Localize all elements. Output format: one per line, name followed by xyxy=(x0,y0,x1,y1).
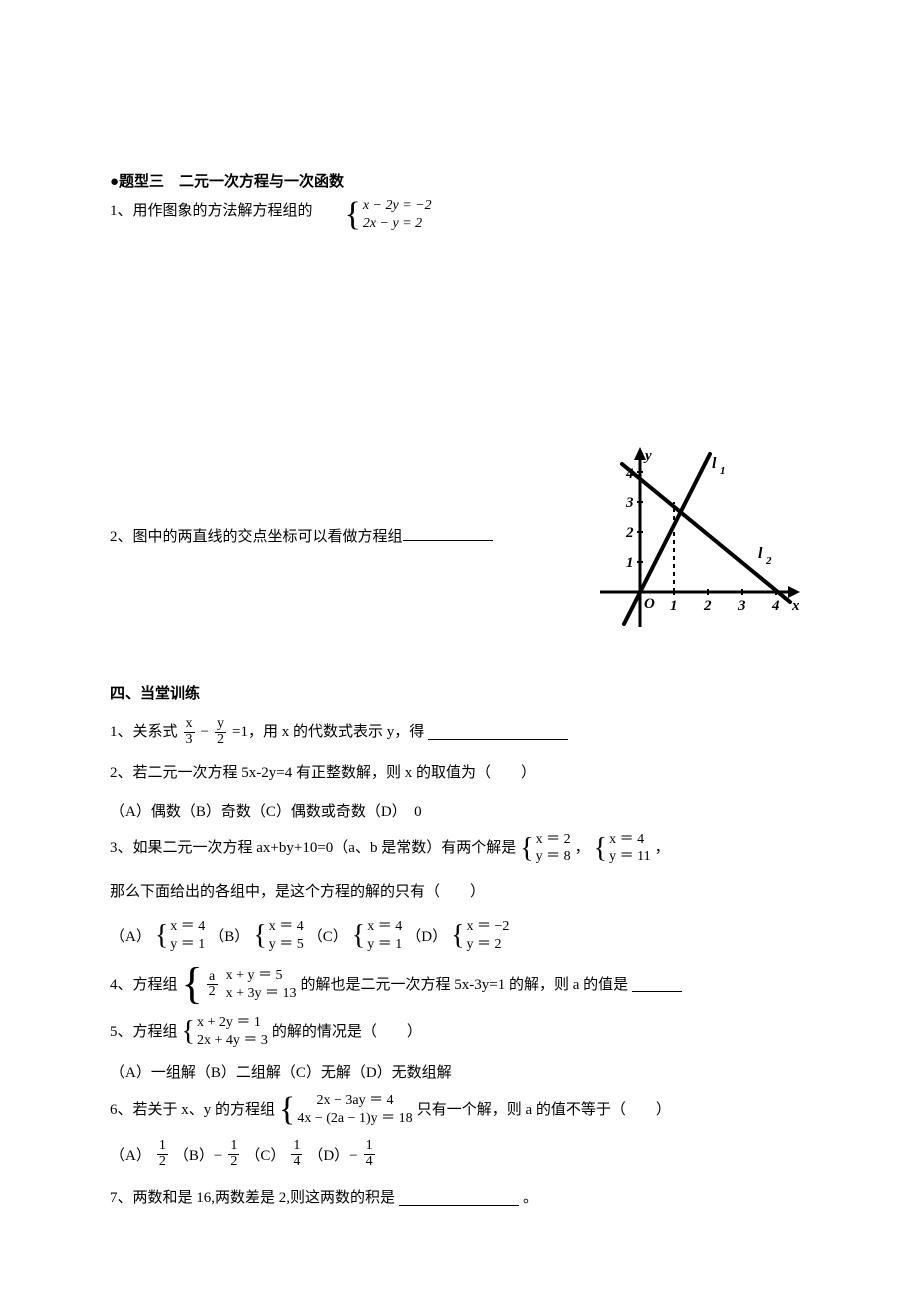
s4-q4-prefix: 4、方程组 xyxy=(110,971,178,1000)
s4-q3-sol1: { x ＝ 2 y ＝ 8 xyxy=(520,831,570,866)
s4-q5-opts: （A）一组解（B）二组解（C）无解（D）无数组解 xyxy=(110,1061,810,1082)
svg-text:2: 2 xyxy=(765,555,772,567)
s4-q3: 3、如果二元一次方程 ax+by+10=0（a、b 是常数）有两个解是 { x … xyxy=(110,831,810,866)
comma: ， xyxy=(575,832,590,865)
s4-q2-opts: （A）偶数（B）奇数（C）偶数或奇数（D） 0 xyxy=(110,800,810,821)
s3-q1-system: { x − 2y = −2 2x − y = 2 xyxy=(345,197,432,232)
s4-q5: 5、方程组 { x + 2y ＝ 1 2x + 4y ＝ 3 的解的情况是（ ） xyxy=(110,1014,810,1049)
brace-left-icon: { xyxy=(520,839,533,859)
brace-left-icon: { xyxy=(352,926,365,946)
s3-q1-eq1: x − 2y = −2 xyxy=(363,197,432,215)
brace-left-icon: { xyxy=(594,839,607,859)
s4-q3-sol2: { x ＝ 4 y ＝ 11 xyxy=(594,831,651,866)
s4-q5-sys: { x + 2y ＝ 1 2x + 4y ＝ 3 xyxy=(182,1014,268,1049)
s4-q2-text: 2、若二元一次方程 5x-2y=4 有正整数解，则 x 的取值为（ ） xyxy=(110,765,536,781)
s4-q7-text: 7、两数和是 16,两数差是 2,则这两数的积是 xyxy=(110,1184,395,1213)
s4-q6-opts: （A） 12 （B）− 12 （C） 14 （D）− 14 xyxy=(110,1139,810,1169)
s4-q6-prefix: 6、若关于 x、y 的方程组 xyxy=(110,1096,275,1125)
s4-q7: 7、两数和是 16,两数差是 2,则这两数的积是 。 xyxy=(110,1184,810,1213)
svg-text:2: 2 xyxy=(703,598,712,614)
s4-q4-sys: { a 2 x + y ＝ 5 x + 3y ＝ 13 xyxy=(182,967,297,1002)
s4-q1: 1、关系式 x 3 − y 2 =1，用 x 的代数式表示 y，得 xyxy=(110,717,810,747)
svg-text:1: 1 xyxy=(670,598,678,614)
brace-left-icon: { xyxy=(345,203,361,227)
s3-q2-graph: 1 2 3 4 1 2 3 4 O x y l1 l2 xyxy=(590,442,810,632)
comma: ， xyxy=(655,832,670,865)
blank-field xyxy=(632,977,682,992)
section-3-title: ●题型三 二元一次方程与一次函数 xyxy=(110,170,810,191)
s4-q3-line2: 那么下面给出的各组中，是这个方程的解的只有（ ） xyxy=(110,878,810,907)
s3-q1-text: 1、用作图象的方法解方程组的 xyxy=(110,197,313,226)
s4-q6: 6、若关于 x、y 的方程组 { 2x − 3ay ＝ 4 4x − (2a −… xyxy=(110,1092,810,1127)
frac-a-2: a 2 xyxy=(207,970,218,1000)
minus-sign: − xyxy=(201,718,209,747)
s4-q2: 2、若二元一次方程 5x-2y=4 有正整数解，则 x 的取值为（ ） xyxy=(110,759,810,788)
frac-x-3: x 3 xyxy=(184,717,195,747)
svg-text:O: O xyxy=(644,596,655,612)
blank-field xyxy=(399,1191,519,1206)
blank-field xyxy=(403,526,493,541)
s4-q6-sys: { 2x − 3ay ＝ 4 4x − (2a − 1)y ＝ 18 xyxy=(279,1092,413,1127)
s3-q1: 1、用作图象的方法解方程组的 { x − 2y = −2 2x − y = 2 xyxy=(110,197,810,232)
brace-left-icon: { xyxy=(182,1022,195,1042)
blank-field xyxy=(428,725,568,740)
brace-left-icon: { xyxy=(451,926,464,946)
svg-text:y: y xyxy=(643,448,652,464)
svg-text:l: l xyxy=(712,455,717,472)
s3-q1-eq2: 2x − y = 2 xyxy=(363,215,432,233)
s3-q2-text: 2、图中的两直线的交点坐标可以看做方程组 xyxy=(110,529,403,545)
section-4-title: 四、当堂训练 xyxy=(110,682,810,703)
svg-text:1: 1 xyxy=(626,555,634,571)
s4-q1-prefix: 1、关系式 xyxy=(110,718,178,747)
svg-text:l: l xyxy=(758,545,763,562)
s4-q5-suffix: 的解的情况是（ ） xyxy=(272,1018,422,1047)
brace-left-icon: { xyxy=(279,1098,295,1122)
svg-text:x: x xyxy=(791,598,800,614)
s4-q4-suffix: 的解也是二元一次方程 5x-3y=1 的解，则 a 的值是 xyxy=(301,971,629,1000)
brace-left-icon: { xyxy=(155,926,168,946)
svg-text:1: 1 xyxy=(720,465,726,477)
svg-text:3: 3 xyxy=(625,495,634,511)
s4-q4: 4、方程组 { a 2 x + y ＝ 5 x + 3y ＝ 13 的解也是二元… xyxy=(110,967,810,1002)
brace-left-icon: { xyxy=(253,926,266,946)
svg-text:3: 3 xyxy=(737,598,746,614)
brace-left-icon: { xyxy=(182,969,203,1000)
s4-q1-eq: =1，用 x 的代数式表示 y，得 xyxy=(232,718,424,747)
svg-text:2: 2 xyxy=(625,525,634,541)
s4-q5-prefix: 5、方程组 xyxy=(110,1018,178,1047)
frac-y-2: y 2 xyxy=(215,717,226,747)
svg-text:4: 4 xyxy=(771,598,780,614)
s3-q2: 2、图中的两直线的交点坐标可以看做方程组 1 2 3 4 1 2 xyxy=(110,442,810,632)
s4-q3-opts: （A） {x ＝ 4y ＝ 1 （B） {x ＝ 4y ＝ 5 （C） {x ＝… xyxy=(110,918,810,953)
s4-q6-suffix: 只有一个解，则 a 的值不等于（ ） xyxy=(417,1096,671,1125)
period: 。 xyxy=(523,1184,538,1213)
s4-q3-prefix: 3、如果二元一次方程 ax+by+10=0（a、b 是常数）有两个解是 xyxy=(110,832,516,865)
